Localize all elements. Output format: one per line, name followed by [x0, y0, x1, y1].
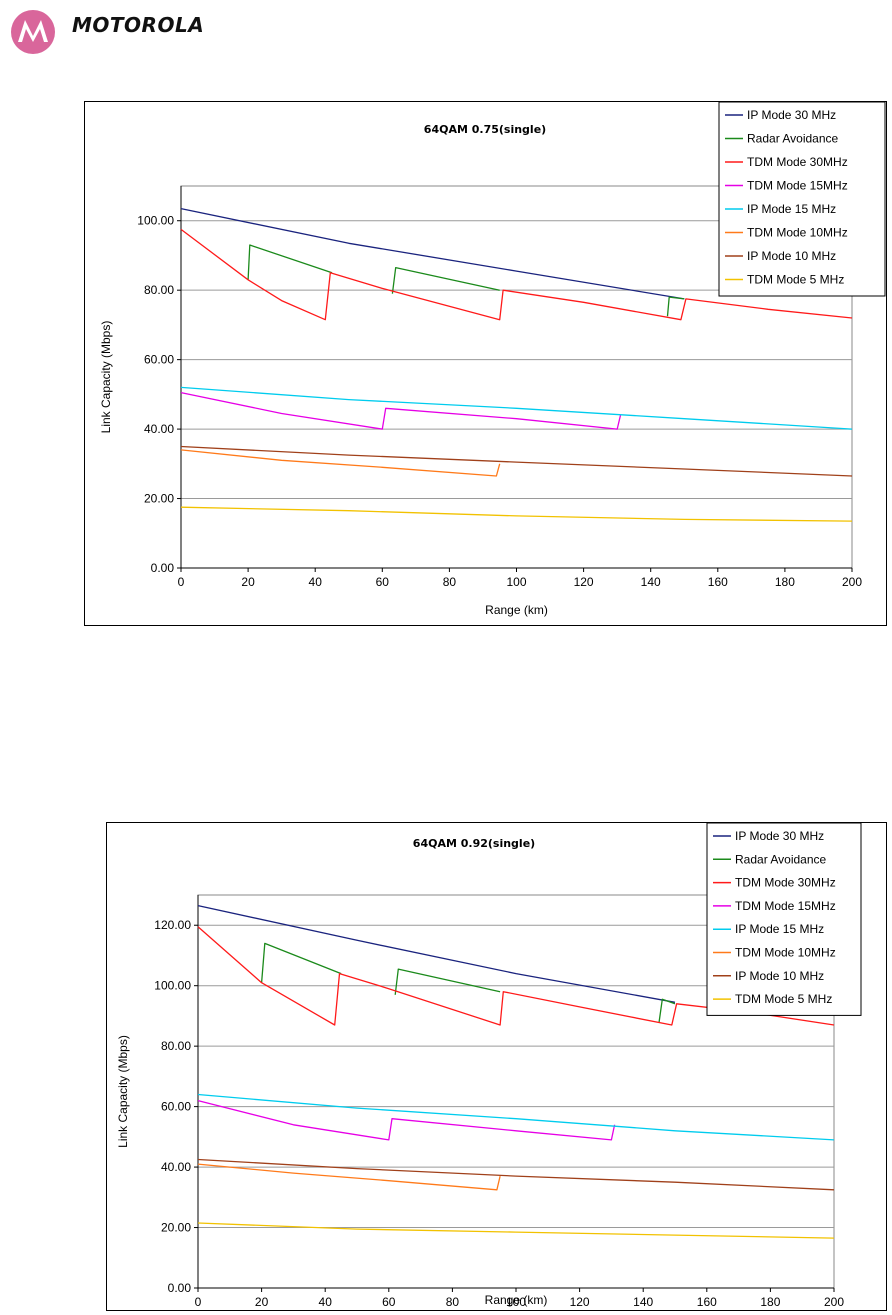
chart-2-x-axis-label: Range (km) [485, 1293, 548, 1307]
chart-2-legend-label: TDM Mode 15MHz [735, 899, 836, 913]
logo-wordmark: MOTOROLA [72, 13, 205, 37]
chart-2-legend-label: IP Mode 10 MHz [735, 969, 824, 983]
chart-1-legend-label: IP Mode 15 MHz [747, 202, 836, 216]
chart-2-xtick-label: 100 [506, 1295, 526, 1309]
chart-2-xtick-label: 160 [697, 1295, 717, 1309]
chart-1-ytick-label: 40.00 [144, 422, 174, 436]
chart-64qam-075: 64QAM 0.75(single) 0.00 20.00 40.00 60.00 80.… [84, 101, 887, 626]
chart-2-legend-label: Radar Avoidance [735, 852, 827, 866]
chart-2-ytick-label: 80.00 [161, 1039, 191, 1053]
chart-2-series-ip-mode-30-mhz [197, 904, 676, 1003]
chart-1-ytick-label: 80.00 [144, 283, 174, 297]
chart-1-xtick-label: 0 [178, 575, 185, 589]
chart-1-legend-label: TDM Mode 30MHz [747, 155, 848, 169]
page-header: MOTOROLA [0, 0, 892, 70]
chart-2-xtick-label: 80 [446, 1295, 460, 1309]
chart-2-series-tdm-mode-30mhz [197, 926, 835, 1026]
chart-2-xtick-label: 140 [633, 1295, 653, 1309]
chart-1-xtick-label: 20 [241, 575, 255, 589]
chart-1-xtick-label: 160 [708, 575, 728, 589]
motorola-batwing-icon [11, 10, 55, 54]
chart-1-series-tdm-mode-15mhz [180, 391, 622, 430]
chart-2-xtick-label: 20 [255, 1295, 269, 1309]
chart-64qam-075-svg: 64QAM 0.75(single) 0.00 20.00 40.00 60.00 80.… [99, 102, 886, 617]
chart-1-series-ip-mode-30-mhz [180, 207, 685, 300]
chart-2-xtick-label: 180 [760, 1295, 780, 1309]
chart-2-xtick-label: 60 [382, 1295, 396, 1309]
chart-1-ytick-label: 0.00 [151, 561, 175, 575]
chart-2-series-ip-mode-10-mhz [197, 1158, 835, 1191]
chart-2-legend-label: IP Mode 15 MHz [735, 922, 824, 936]
chart-2-legend-label: TDM Mode 5 MHz [735, 992, 832, 1006]
chart-1-ytick-label: 100.00 [137, 214, 174, 228]
chart-1-ytick-label: 60.00 [144, 353, 174, 367]
chart-2-legend-label: IP Mode 30 MHz [735, 829, 824, 843]
chart-1-y-axis-label: Link Capacity (Mbps) [99, 321, 113, 434]
chart-2-ytick-label: 100.00 [154, 979, 191, 993]
chart-1-ytick-label: 20.00 [144, 492, 174, 506]
chart-2-y-axis-label: Link Capacity (Mbps) [116, 1035, 130, 1148]
chart-1-series-radar-avoidance [247, 244, 685, 317]
chart-2-series-radar-avoidance [260, 942, 676, 1023]
chart-1-xtick-label: 120 [574, 575, 594, 589]
chart-2-series-tdm-mode-15mhz [197, 1099, 616, 1141]
chart-2-series-tdm-mode-5-mhz [197, 1222, 835, 1239]
chart-1-series-tdm-mode-5-mhz [180, 506, 853, 522]
chart-1-legend-label: Radar Avoidance [747, 132, 839, 146]
chart-1-series-tdm-mode-10mhz [180, 449, 501, 477]
chart-64qam-092: 64QAM 0.92(single) 0.00 20.00 40.00 60.00 80.… [106, 822, 887, 1311]
chart-1-xtick-label: 60 [376, 575, 390, 589]
chart-2-xtick-label: 120 [570, 1295, 590, 1309]
chart-1-xtick-label: 140 [641, 575, 661, 589]
chart-1-legend-label: TDM Mode 15MHz [747, 179, 848, 193]
chart-2-legend: IP Mode 30 MHz Radar Avoidance TDM Mode 30… [706, 823, 862, 1016]
chart-2-ytick-label: 120.00 [154, 918, 191, 932]
chart-1-legend-label: TDM Mode 5 MHz [747, 273, 844, 287]
chart-1-series-ip-mode-15-mhz [180, 386, 853, 430]
chart-1-x-axis-label: Range (km) [485, 603, 548, 617]
chart-2-title: 64QAM 0.92(single) [413, 837, 535, 850]
chart-2-ytick-label: 0.00 [168, 1281, 192, 1295]
chart-1-xtick-label: 200 [842, 575, 862, 589]
chart-2-series-ip-mode-15-mhz [197, 1093, 835, 1141]
chart-2-ytick-label: 20.00 [161, 1221, 191, 1235]
chart-1-legend: IP Mode 30 MHz Radar Avoidance TDM Mode 30… [718, 102, 886, 297]
chart-1-xtick-label: 100 [506, 575, 526, 589]
chart-2-xtick-label: 200 [824, 1295, 844, 1309]
chart-1-legend-label: IP Mode 10 MHz [747, 249, 836, 263]
chart-2-series-tdm-mode-10mhz [197, 1163, 501, 1191]
chart-2-legend-label: TDM Mode 30MHz [735, 876, 836, 890]
chart-2-ytick-label: 40.00 [161, 1160, 191, 1174]
chart-1-legend-box [718, 102, 886, 297]
chart-1-xtick-label: 40 [309, 575, 323, 589]
chart-1-legend-label: IP Mode 30 MHz [747, 108, 836, 122]
chart-1-series-tdm-mode-30mhz [180, 228, 853, 321]
chart-2-legend-box [706, 823, 862, 1016]
chart-2-xtick-label: 40 [319, 1295, 333, 1309]
chart-1-legend-label: TDM Mode 10MHz [747, 226, 848, 240]
chart-1-title: 64QAM 0.75(single) [424, 123, 546, 136]
chart-1-xtick-label: 180 [775, 575, 795, 589]
chart-2-ytick-label: 60.00 [161, 1100, 191, 1114]
chart-2-xtick-label: 0 [195, 1295, 202, 1309]
chart-2-legend-label: TDM Mode 10MHz [735, 946, 836, 960]
chart-1-xtick-label: 80 [443, 575, 457, 589]
chart-1-series-ip-mode-10-mhz [180, 445, 853, 477]
chart-64qam-092-svg: 64QAM 0.92(single) 0.00 20.00 40.00 60.00 80.… [116, 823, 862, 1309]
